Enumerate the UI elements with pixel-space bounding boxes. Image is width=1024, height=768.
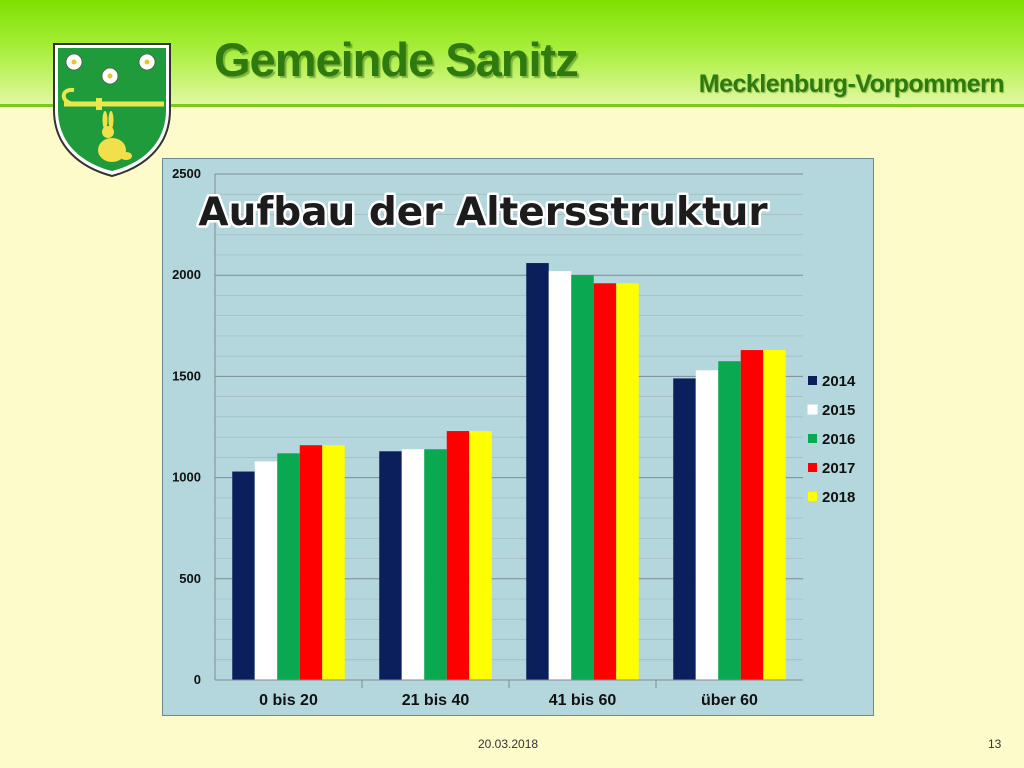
bar-2015: [695, 370, 719, 680]
bar-2017: [740, 350, 764, 680]
bar-2015: [401, 449, 425, 680]
bar-2017: [593, 283, 617, 680]
y-tick-label: 1500: [172, 368, 201, 383]
bar-2016: [718, 361, 741, 680]
bar-2015: [254, 461, 278, 680]
bar-2016: [571, 275, 594, 680]
footer-date: 20.03.2018: [478, 737, 539, 751]
chart-title: Aufbau der Altersstruktur: [198, 190, 768, 235]
y-tick-label: 2500: [172, 166, 201, 181]
bar-2015: [548, 271, 572, 680]
x-tick-label: über 60: [701, 692, 758, 709]
legend-swatch: [808, 376, 817, 385]
bar-2016: [424, 449, 447, 680]
x-tick-label: 0 bis 20: [259, 692, 318, 709]
x-tick-label: 41 bis 60: [549, 692, 617, 709]
bar-2018: [763, 350, 786, 680]
page-title: Gemeinde Sanitz: [214, 33, 579, 86]
bar-chart-svg: 0 500 1000 1500 2000 2500 0 bis 20 21 bis 40 41 …: [172, 166, 856, 709]
page-subtitle: Mecklenburg-Vorpommern: [698, 70, 1005, 98]
legend-label: 2015: [822, 402, 855, 419]
legend-label: 2017: [822, 460, 855, 477]
x-tick-label: 21 bis 40: [402, 692, 470, 709]
bar-2018: [469, 431, 492, 680]
bar-2017: [299, 445, 323, 680]
y-tick-label: 2000: [172, 267, 201, 282]
y-tick-label: 0: [194, 672, 201, 687]
legend-label: 2016: [822, 431, 855, 448]
coat-of-arms-icon: [53, 43, 171, 178]
legend-label: 2014: [822, 373, 856, 390]
legend-label: 2018: [822, 489, 855, 506]
bar-2014: [673, 378, 696, 680]
legend-swatch: [807, 404, 818, 415]
age-structure-chart: 0 500 1000 1500 2000 2500 0 bis 20 21 bis 40 41 …: [162, 158, 874, 716]
header-divider: [0, 104, 1024, 107]
bar-2017: [446, 431, 470, 680]
bar-2014: [232, 471, 255, 680]
y-tick-label: 1000: [172, 470, 201, 485]
bar-2018: [616, 283, 639, 680]
bar-2014: [526, 263, 549, 680]
page-number: 13: [988, 737, 1002, 751]
y-tick-label: 500: [179, 571, 201, 586]
legend-swatch: [808, 492, 817, 501]
legend-swatch: [808, 434, 817, 443]
legend-swatch: [808, 463, 817, 472]
bar-2014: [379, 451, 402, 680]
bar-2018: [322, 445, 345, 680]
bar-2016: [277, 453, 300, 680]
